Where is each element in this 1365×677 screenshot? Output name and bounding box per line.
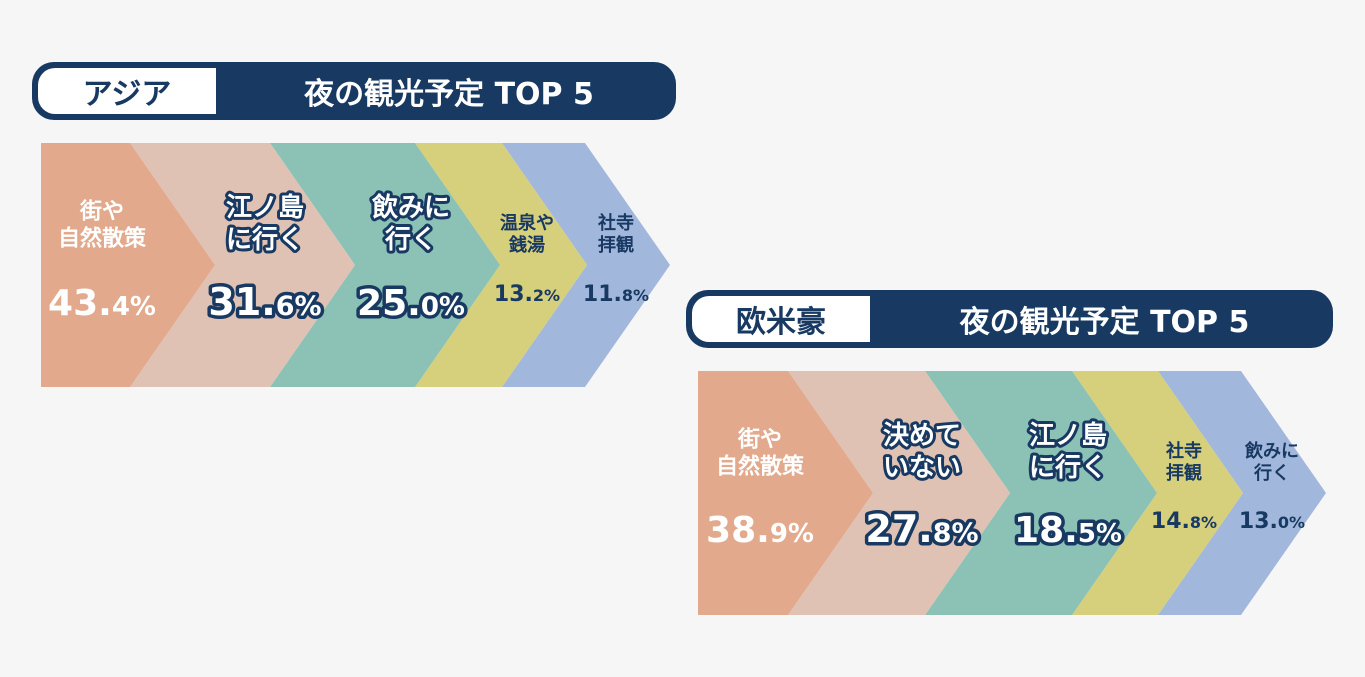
- asia-value-label-4: 13.2%: [494, 282, 560, 307]
- asia-value-label-5: 11.8%: [583, 282, 649, 307]
- asia-value-label-3: 25.0%: [357, 283, 465, 324]
- western-category-label-2-line-1: 決めて: [883, 421, 961, 451]
- western-value-label-2: 27.8%: [865, 507, 978, 551]
- western-chevron-3: [925, 371, 1157, 615]
- asia-chart-title: 夜の観光予定 TOP 5: [304, 77, 594, 112]
- western-chevron-2: [788, 371, 1010, 615]
- western-chart-title: 夜の観光予定 TOP 5: [959, 305, 1250, 340]
- asia-value-label-1: 43.4%: [48, 283, 156, 324]
- western-value-label-1: 38.9%: [706, 510, 814, 551]
- western-chevron-1: [698, 371, 873, 615]
- asia-chevron-1: [41, 143, 215, 387]
- asia-category-label-4-line-2: 銭湯: [508, 234, 545, 256]
- asia-category-label-1-line-1: 街や: [79, 199, 124, 225]
- western-category-label-5-line-2: 行く: [1253, 462, 1290, 484]
- western-region-label: 欧米豪: [692, 296, 870, 342]
- asia-category-label-3-line-1: 飲みに: [371, 192, 450, 223]
- western-chevron-5: [1158, 371, 1326, 615]
- asia-chevron-2: [130, 143, 355, 387]
- asia-category-label-2-line-2: に行く: [226, 224, 304, 255]
- western-value-label-3: 18.5%: [1014, 510, 1122, 551]
- asia-value-label-2: 31.6%: [208, 280, 321, 324]
- western-value-label-5: 13.0%: [1239, 509, 1305, 534]
- asia-category-label-4-line-1: 温泉や: [500, 212, 554, 234]
- asia-category-label-1-line-2: 自然散策: [58, 225, 147, 251]
- asia-chevron-5: [502, 143, 670, 387]
- western-category-label-5-line-1: 飲みに: [1244, 440, 1299, 462]
- asia-category-label-5-line-1: 社寺: [598, 212, 634, 234]
- western-category-label-1-line-1: 街や: [737, 427, 782, 453]
- western-chevron-4: [1072, 371, 1243, 615]
- western-category-label-3-line-2: に行く: [1029, 452, 1107, 483]
- asia-header: アジア 夜の観光予定 TOP 5: [32, 62, 676, 120]
- western-category-label-3-line-1: 江ノ島: [1029, 421, 1107, 451]
- asia-region-label: アジア: [38, 68, 216, 114]
- asia-category-label-3-line-2: 行く: [384, 224, 437, 255]
- western-category-label-1-line-2: 自然散策: [716, 453, 805, 479]
- western-category-label-2-line-2: いない: [883, 453, 961, 483]
- asia-category-label-5-line-2: 拝観: [598, 234, 634, 256]
- asia-category-label-2-line-1: 江ノ島: [226, 193, 304, 223]
- western-category-label-4-line-2: 拝観: [1166, 462, 1202, 484]
- asia-chevron-3: [270, 143, 500, 387]
- western-header: 欧米豪 夜の観光予定 TOP 5: [686, 290, 1333, 348]
- western-category-label-4-line-1: 社寺: [1166, 440, 1202, 462]
- western-value-label-4: 14.8%: [1151, 509, 1217, 534]
- asia-chevron-4: [415, 143, 587, 387]
